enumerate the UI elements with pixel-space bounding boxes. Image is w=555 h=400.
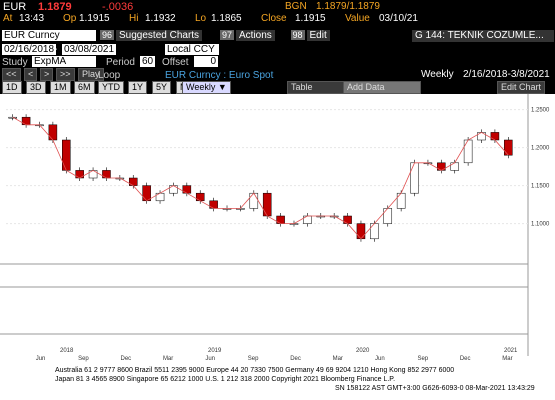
period-button[interactable]: 1M [50,81,71,94]
x-tick-label: Dec [121,356,132,362]
candle [249,192,259,209]
y-tick-label: 1.1500 [531,184,550,190]
play-button[interactable]: << [2,68,21,81]
period-label: Period [106,57,135,68]
study-label: Study [2,57,28,68]
offset[interactable]: 0 [194,56,218,67]
ticker: EUR [3,1,27,13]
x-tick-label: Dec [460,356,471,362]
currency[interactable]: Local CCY [165,44,219,55]
footer-line: Australia 61 2 9777 8600 Brazil 5511 239… [55,367,455,374]
candle [463,139,473,164]
play-button[interactable]: Play [78,68,104,81]
x-tick-label: Sep [248,356,259,362]
period-button[interactable]: YTD [98,81,124,94]
close-line [12,116,509,240]
x-tick-label: Mar [163,356,173,362]
period-button[interactable]: 1D [2,81,22,94]
change: -.0036 [102,1,134,13]
year-label: 2018 [60,348,74,354]
x-tick-label: Sep [417,356,428,362]
candle [396,192,406,209]
x-tick-label: Jun [375,356,385,362]
x-tick-label: Dec [290,356,301,362]
field-value: 1.1915 [295,13,326,24]
footer-line: Japan 81 3 4565 8900 Singapore 65 6212 1… [55,376,396,383]
candle [370,223,379,240]
period[interactable]: 60 [140,56,156,67]
candle [62,139,71,171]
x-tick-label: Mar [333,356,343,362]
footer-line: SN 158122 AST GMT+3:00 G626-6093-0 08-Ma… [335,385,535,392]
candle [504,139,513,156]
template[interactable]: G 144: TEKNIK COZUMLE... [412,30,554,42]
play-button[interactable]: >> [56,68,75,81]
frequency-select[interactable]: Weekly ▼ [182,81,231,94]
source: BGN [285,1,307,12]
y-tick-label: 1.1000 [531,222,550,228]
add-data[interactable]: Add Data [343,81,421,94]
loop[interactable]: Loop [98,70,121,81]
play-button[interactable]: > [40,68,54,81]
chart-title: EUR Curncy : Euro Spot [165,70,274,81]
field-label: Lo [195,13,207,24]
chart: 1.1000 1.1500 1.2000 1.2500 Jun Sep Dec Mar Jun S… [0,94,555,366]
year-label: 2021 [504,348,518,354]
y-tick-label: 1.2500 [531,108,550,114]
candle [142,185,151,202]
play-button[interactable]: < [24,68,38,81]
candle [356,223,366,240]
edit-chart[interactable]: Edit Chart [497,81,546,94]
chart-bg [0,94,555,366]
y-tick-label: 1.2000 [531,146,550,152]
x-tick-label: Jun [205,356,215,362]
period-button[interactable]: 3D [26,81,46,94]
field-value: 1.1865 [211,13,242,24]
candle [262,192,272,217]
field-label: Op [63,13,77,24]
field-value: 1.1932 [145,13,176,24]
menu-label[interactable]: Suggested Charts [116,30,203,41]
menu-num[interactable]: 98 [290,30,305,40]
bid-ask: 1.1879/1.1879 [316,1,380,12]
security-input[interactable]: EUR Curncy [2,30,96,41]
field-label: At [3,13,13,24]
menu-num[interactable]: 96 [100,30,115,40]
candle [8,116,17,119]
period-button[interactable]: 5Y [152,81,172,94]
last-price: 1.1879 [38,1,72,13]
field-value: 03/10/21 [379,13,418,24]
study-name[interactable]: ExpMA [32,56,96,67]
field-label: Value [345,13,370,24]
menu-num[interactable]: 97 [220,30,235,40]
period-button[interactable]: 6M [74,81,95,94]
field-value: 1.1915 [79,13,110,24]
year-label: 2020 [356,348,370,354]
year-label: 2019 [208,348,222,354]
table-button[interactable]: Table [287,81,345,94]
field-label: Hi [129,13,139,24]
frequency: Weekly [421,69,454,80]
end-date[interactable]: 03/08/2021 [62,44,117,55]
menu-label[interactable]: Edit [306,30,330,41]
candle [383,208,393,224]
x-tick-label: Jun [36,356,46,362]
field-label: Close [261,13,287,24]
x-tick-label: Sep [78,356,89,362]
menu-label[interactable]: Actions [236,30,275,41]
field-value: 13:43 [19,13,45,24]
candle [48,124,58,141]
candle [410,162,419,194]
separator: - [54,44,58,55]
span: 2/16/2018-3/8/2021 [463,69,550,80]
x-tick-label: Mar [502,356,512,362]
offset-label: Offset [162,57,189,68]
start-date[interactable]: 02/16/2018 [2,44,57,55]
period-button[interactable]: 1Y [128,81,148,94]
